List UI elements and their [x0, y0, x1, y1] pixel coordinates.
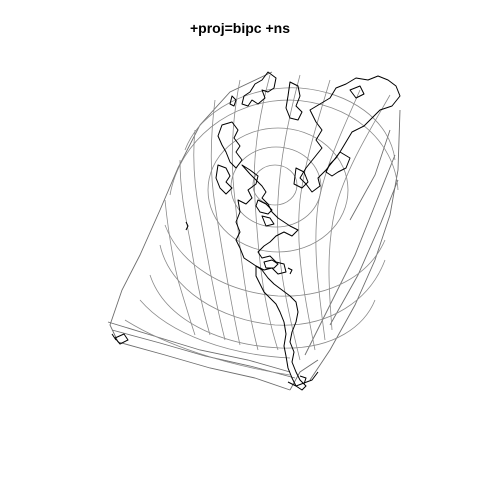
coastlines: [111, 71, 401, 391]
graticule-meridians: [164, 74, 391, 361]
asia-coast: [299, 75, 401, 193]
map-title: +proj=bipc +ns: [190, 20, 290, 36]
projection-frame: [107, 71, 401, 391]
arctic-islands-coast: [217, 121, 243, 169]
north-america-coast: [235, 164, 299, 275]
graticule-parallels: [124, 87, 399, 376]
greenland-coast: [241, 71, 277, 107]
south-america-coast: [255, 265, 307, 391]
